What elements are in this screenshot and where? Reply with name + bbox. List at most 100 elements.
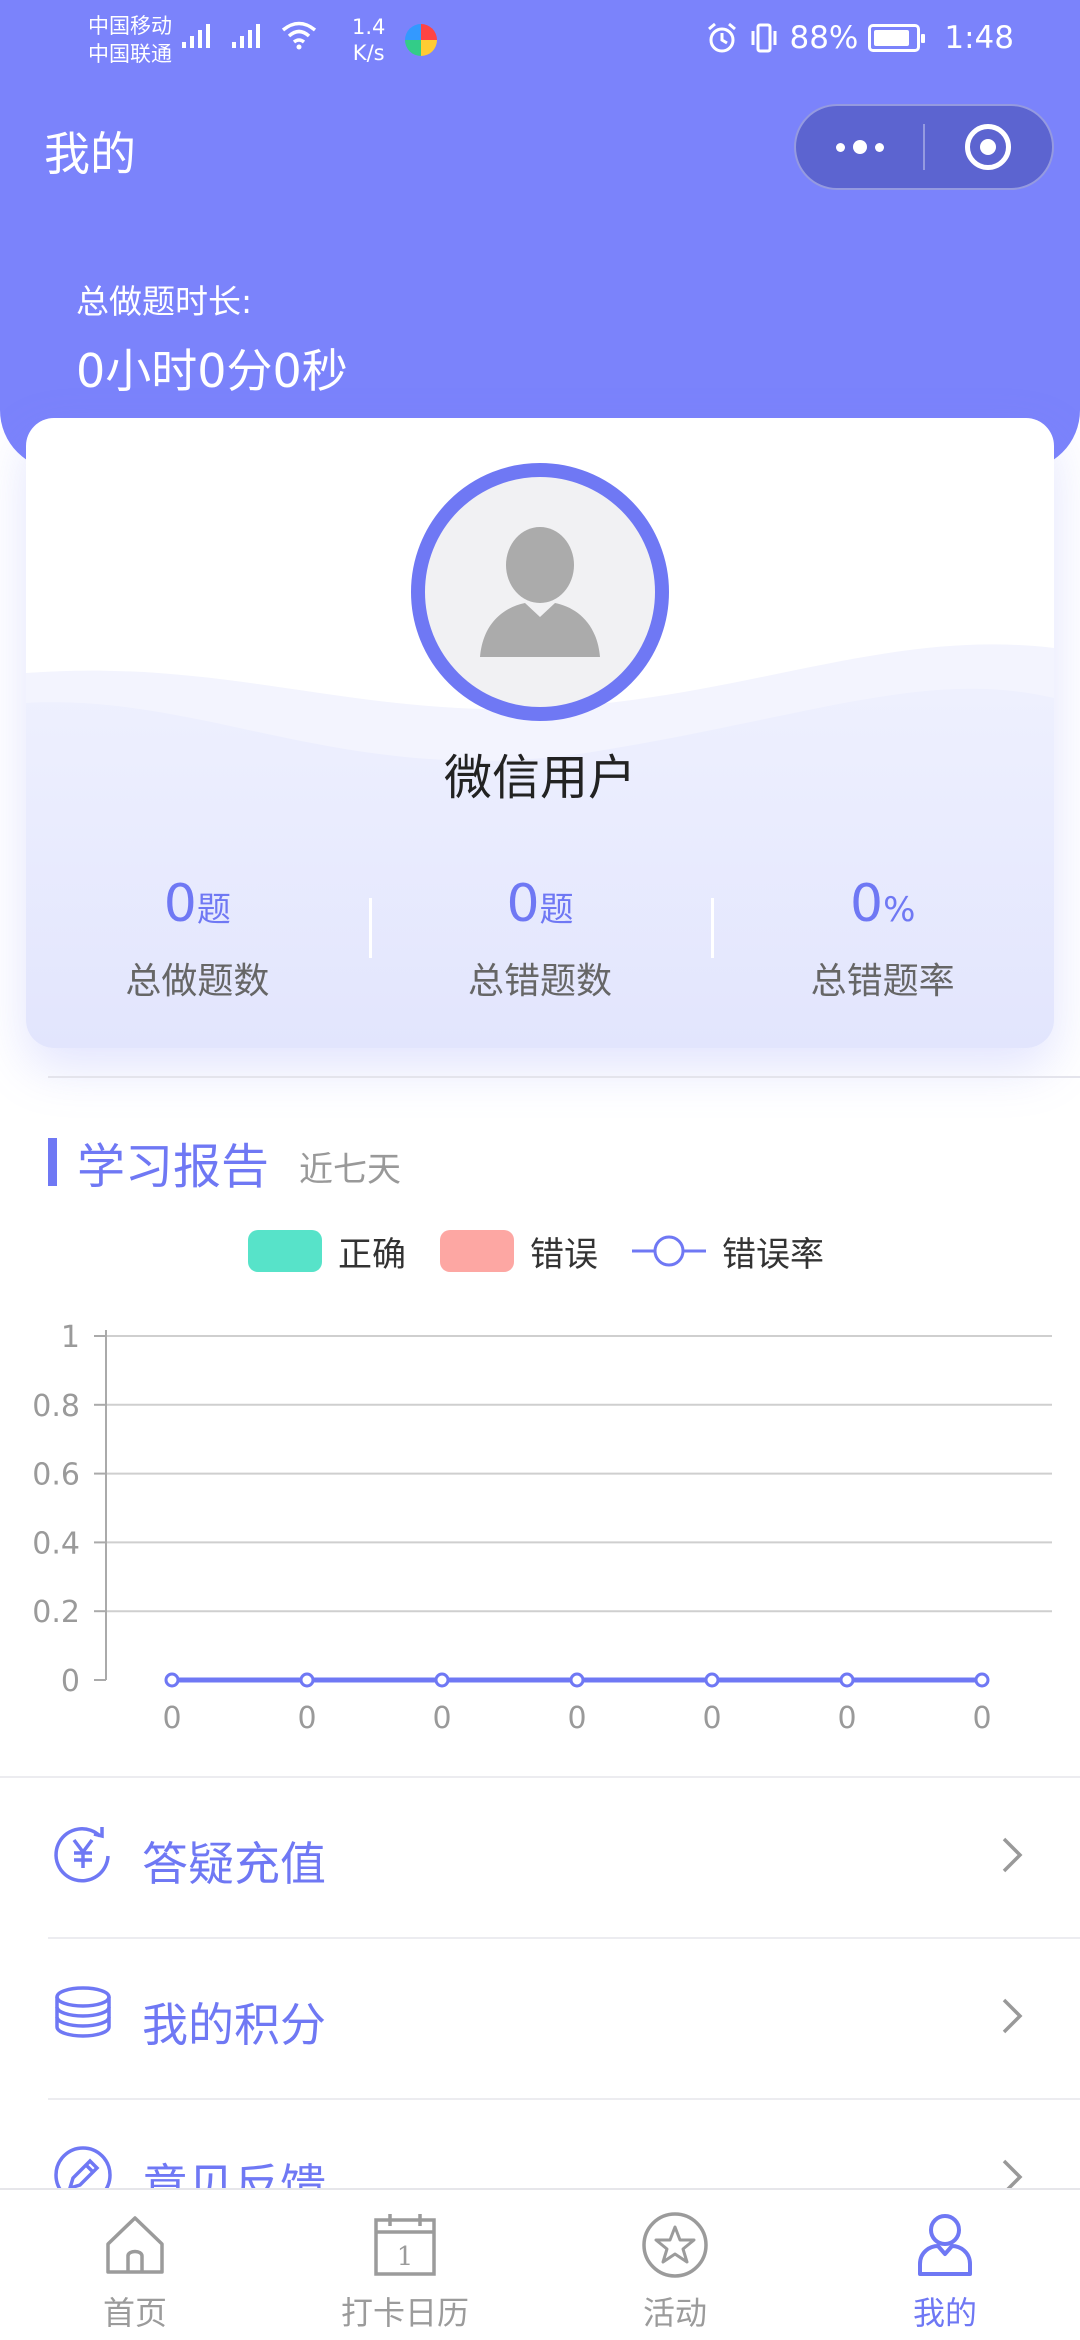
more-button[interactable] xyxy=(796,106,923,188)
alarm-icon xyxy=(708,22,737,53)
signal-icon xyxy=(232,24,260,48)
y-tick-label: 0.4 xyxy=(32,1526,80,1561)
more-dots-icon xyxy=(835,140,884,154)
stat-unit: 题 xyxy=(539,890,574,930)
stat-wrong-questions: 0题 总错题数 xyxy=(368,868,712,1018)
status-right: 88% 1:48 xyxy=(705,20,1014,56)
stat-total-questions: 0题 总做题数 xyxy=(26,868,369,1018)
y-tick-label: 1 xyxy=(61,1320,80,1355)
page-title: 我的 xyxy=(44,127,136,181)
chart-legend: 正确 错误 错误率 xyxy=(248,1227,858,1276)
report-title: 学习报告 xyxy=(77,1139,270,1195)
chevron-right-icon xyxy=(1002,2159,1023,2195)
y-tick-label: 0.8 xyxy=(32,1389,80,1424)
data-point xyxy=(839,1672,855,1688)
yen-refresh-icon xyxy=(54,1827,110,1883)
legend-item-error-rate[interactable]: 错误率 xyxy=(632,1227,824,1276)
tab-label: 打卡日历 xyxy=(340,2294,469,2332)
section-divider xyxy=(48,1076,1080,1078)
tab-mine[interactable]: 我的 xyxy=(810,2190,1080,2340)
capsule-divider xyxy=(923,124,925,170)
tab-activity[interactable]: 活动 xyxy=(540,2190,810,2340)
y-tick-label: 0 xyxy=(61,1664,80,1699)
legend-label: 错误率 xyxy=(722,1234,824,1275)
duration-label: 总做题时长: xyxy=(76,282,253,321)
legend-line-marker-icon xyxy=(632,1235,706,1267)
bottom-tab-bar: 首页 1 打卡日历 活动 我的 xyxy=(0,2188,1080,2340)
person-icon xyxy=(918,2214,972,2276)
legend-swatch-wrong xyxy=(440,1230,514,1272)
report-accent-bar xyxy=(48,1138,57,1186)
carrier-labels: 中国移动 中国联通 xyxy=(88,12,172,68)
target-icon xyxy=(965,124,1012,170)
carrier-1: 中国移动 xyxy=(88,14,172,38)
data-point xyxy=(704,1672,720,1688)
legend-label: 正确 xyxy=(338,1234,406,1275)
status-bar: 中国移动 中国联通 1.4 K/s xyxy=(0,0,1080,80)
tab-label: 首页 xyxy=(102,2294,167,2332)
tab-label: 活动 xyxy=(642,2294,707,2332)
carrier-2: 中国联通 xyxy=(88,42,172,66)
x-tick-label: 0 xyxy=(432,1701,451,1736)
signal-icon xyxy=(182,24,210,48)
menu-label: 答疑充值 xyxy=(142,1837,326,1891)
net-speed: 1.4 K/s xyxy=(352,14,385,66)
net-speed-unit: K/s xyxy=(352,41,385,65)
signal-icons xyxy=(180,20,318,50)
stat-error-rate: 0% 总错题率 xyxy=(711,868,1054,1018)
wifi-icon xyxy=(281,21,317,50)
stat-value: 0 xyxy=(849,874,884,934)
menu-item-points[interactable]: 我的积分 xyxy=(48,1939,1080,2100)
app-notification-icon xyxy=(405,24,437,56)
x-tick-label: 0 xyxy=(972,1701,991,1736)
duration-value: 0小时0分0秒 xyxy=(76,344,348,398)
tab-home[interactable]: 首页 xyxy=(0,2190,270,2340)
home-icon xyxy=(106,2216,164,2274)
legend-item-correct[interactable]: 正确 xyxy=(248,1227,406,1276)
calendar-icon: 1 xyxy=(374,2214,436,2276)
battery-icon xyxy=(868,24,926,52)
x-tick-label: 0 xyxy=(567,1701,586,1736)
stat-unit: % xyxy=(883,890,916,930)
legend-item-wrong[interactable]: 错误 xyxy=(440,1227,598,1276)
close-mini-program-button[interactable] xyxy=(925,106,1052,188)
header-background xyxy=(0,0,1080,470)
stat-label: 总错题数 xyxy=(468,961,613,1002)
stat-label: 总错题率 xyxy=(810,961,955,1002)
data-point xyxy=(569,1672,585,1688)
tab-label: 我的 xyxy=(912,2294,977,2332)
stat-value: 0 xyxy=(163,874,197,934)
report-subtitle: 近七天 xyxy=(299,1149,402,1190)
battery-percent: 88% xyxy=(789,20,859,56)
clock: 1:48 xyxy=(944,20,1014,56)
stat-divider xyxy=(368,898,372,958)
net-speed-value: 1.4 xyxy=(352,15,386,39)
menu-item-recharge[interactable]: 答疑充值 xyxy=(48,1778,1080,1939)
x-tick-label: 0 xyxy=(162,1701,181,1736)
menu-label: 我的积分 xyxy=(142,1998,326,2052)
chevron-right-icon xyxy=(1002,1837,1023,1873)
calendar-day-text: 1 xyxy=(397,2242,414,2272)
menu-top-divider xyxy=(0,1776,1080,1778)
stat-value: 0 xyxy=(506,874,540,934)
data-point xyxy=(299,1672,315,1688)
avatar[interactable] xyxy=(411,463,669,721)
user-name: 微信用户 xyxy=(443,750,636,806)
chevron-right-icon xyxy=(1002,1998,1023,2034)
x-tick-label: 0 xyxy=(702,1701,721,1736)
y-tick-label: 0.2 xyxy=(32,1595,80,1630)
star-icon xyxy=(642,2212,708,2278)
stat-label: 总做题数 xyxy=(125,961,270,1002)
x-tick-label: 0 xyxy=(297,1701,316,1736)
default-avatar-icon xyxy=(480,527,600,657)
tab-checkin-calendar[interactable]: 1 打卡日历 xyxy=(270,2190,540,2340)
vibrate-icon xyxy=(751,23,777,53)
title-bar: 我的 xyxy=(0,100,1080,195)
data-point xyxy=(434,1672,450,1688)
battery-level xyxy=(874,30,909,46)
coins-stack-icon xyxy=(55,1986,111,2038)
profile-card: 微信用户 0题 总做题数 0题 总错题数 0% 总错题率 xyxy=(26,418,1054,1048)
legend-label: 错误 xyxy=(530,1234,598,1275)
mini-program-capsule xyxy=(794,104,1054,190)
